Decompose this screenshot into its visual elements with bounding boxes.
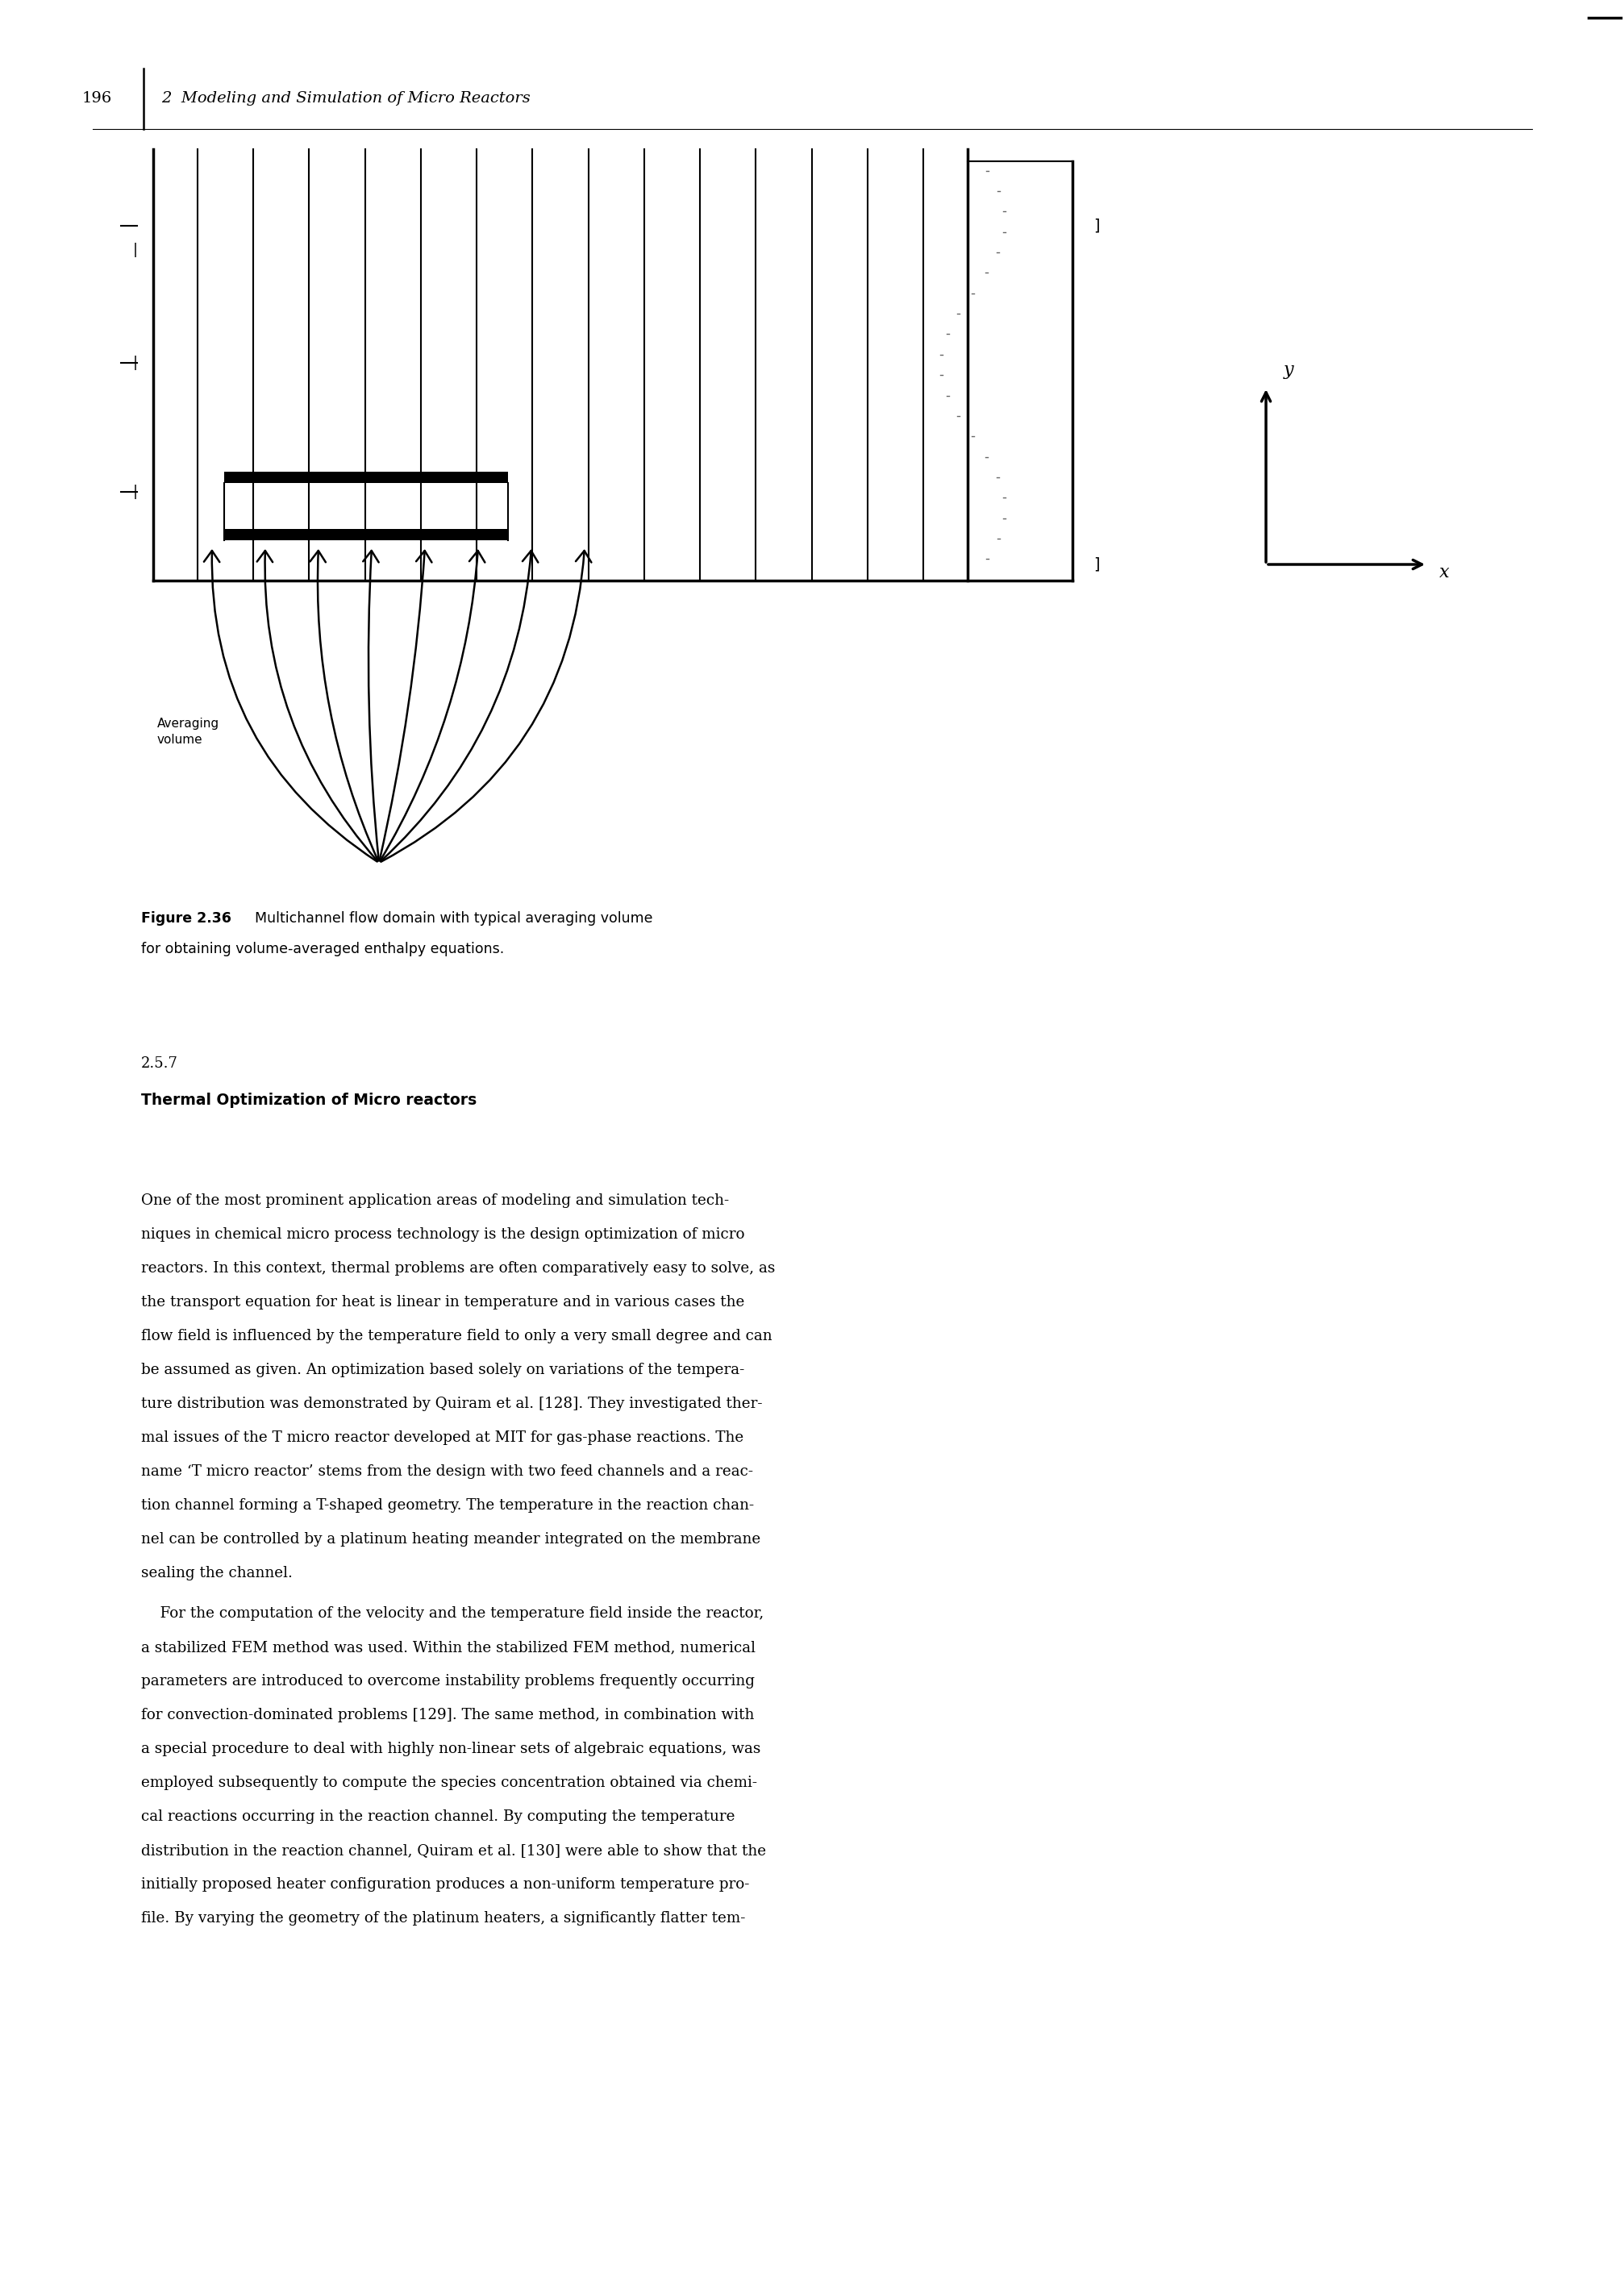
Text: flow field is influenced by the temperature field to only a very small degree an: flow field is influenced by the temperat… (141, 1328, 771, 1344)
Text: file. By varying the geometry of the platinum heaters, a significantly flatter t: file. By varying the geometry of the pla… (141, 1911, 745, 1925)
Text: Multichannel flow domain with typical averaging volume: Multichannel flow domain with typical av… (245, 912, 653, 926)
Text: ture distribution was demonstrated by Quiram et al. [128]. They investigated the: ture distribution was demonstrated by Qu… (141, 1397, 762, 1410)
Text: Figure 2.36: Figure 2.36 (141, 912, 231, 926)
Text: x: x (1439, 565, 1450, 581)
FancyArrowPatch shape (382, 551, 591, 862)
Text: |: | (133, 357, 138, 370)
FancyArrowPatch shape (364, 551, 378, 860)
Text: be assumed as given. An optimization based solely on variations of the tempera-: be assumed as given. An optimization bas… (141, 1362, 744, 1376)
Text: sealing the channel.: sealing the channel. (141, 1566, 292, 1580)
Text: parameters are introduced to overcome instability problems frequently occurring: parameters are introduced to overcome in… (141, 1673, 755, 1689)
Text: for obtaining volume-averaged enthalpy equations.: for obtaining volume-averaged enthalpy e… (141, 942, 503, 956)
Text: Averaging
volume: Averaging volume (158, 718, 219, 745)
Text: name ‘T micro reactor’ stems from the design with two feed channels and a reac-: name ‘T micro reactor’ stems from the de… (141, 1465, 754, 1479)
Text: niques in chemical micro process technology is the design optimization of micro: niques in chemical micro process technol… (141, 1228, 745, 1241)
Text: for convection-dominated problems [129]. The same method, in combination with: for convection-dominated problems [129].… (141, 1708, 754, 1721)
Text: Thermal Optimization of Micro reactors: Thermal Optimization of Micro reactors (141, 1093, 477, 1109)
Text: y: y (1283, 361, 1294, 379)
FancyArrowPatch shape (257, 551, 377, 862)
FancyArrowPatch shape (380, 551, 538, 862)
Text: cal reactions occurring in the reaction channel. By computing the temperature: cal reactions occurring in the reaction … (141, 1811, 736, 1824)
Text: nel can be controlled by a platinum heating meander integrated on the membrane: nel can be controlled by a platinum heat… (141, 1532, 760, 1548)
Text: For the computation of the velocity and the temperature field inside the reactor: For the computation of the velocity and … (141, 1607, 763, 1621)
Text: reactors. In this context, thermal problems are often comparatively easy to solv: reactors. In this context, thermal probl… (141, 1262, 775, 1276)
Bar (224, 528, 508, 539)
Text: |: | (133, 485, 138, 498)
Bar (224, 471, 508, 482)
Text: tion channel forming a T-shaped geometry. The temperature in the reaction chan-: tion channel forming a T-shaped geometry… (141, 1497, 754, 1513)
FancyArrowPatch shape (380, 551, 432, 860)
Text: initially proposed heater configuration produces a non-uniform temperature pro-: initially proposed heater configuration … (141, 1877, 749, 1893)
Text: employed subsequently to compute the species concentration obtained via chemi-: employed subsequently to compute the spe… (141, 1776, 757, 1790)
Text: 2  Modeling and Simulation of Micro Reactors: 2 Modeling and Simulation of Micro React… (161, 91, 531, 105)
FancyArrowPatch shape (310, 551, 378, 862)
Text: 196: 196 (81, 91, 112, 105)
Text: ]: ] (1093, 558, 1099, 572)
FancyArrowPatch shape (205, 551, 377, 862)
Text: mal issues of the T micro reactor developed at MIT for gas-phase reactions. The: mal issues of the T micro reactor develo… (141, 1431, 744, 1445)
Text: One of the most prominent application areas of modeling and simulation tech-: One of the most prominent application ar… (141, 1193, 729, 1207)
Text: the transport equation for heat is linear in temperature and in various cases th: the transport equation for heat is linea… (141, 1294, 744, 1310)
Text: a stabilized FEM method was used. Within the stabilized FEM method, numerical: a stabilized FEM method was used. Within… (141, 1639, 755, 1655)
Text: 2.5.7: 2.5.7 (141, 1056, 179, 1070)
Bar (226, 482, 507, 539)
Text: a special procedure to deal with highly non-linear sets of algebraic equations, : a special procedure to deal with highly … (141, 1742, 760, 1756)
Text: ]: ] (1093, 217, 1099, 233)
Text: distribution in the reaction channel, Quiram et al. [130] were able to show that: distribution in the reaction channel, Qu… (141, 1843, 767, 1859)
Text: |: | (133, 242, 138, 258)
FancyArrowPatch shape (380, 551, 486, 862)
